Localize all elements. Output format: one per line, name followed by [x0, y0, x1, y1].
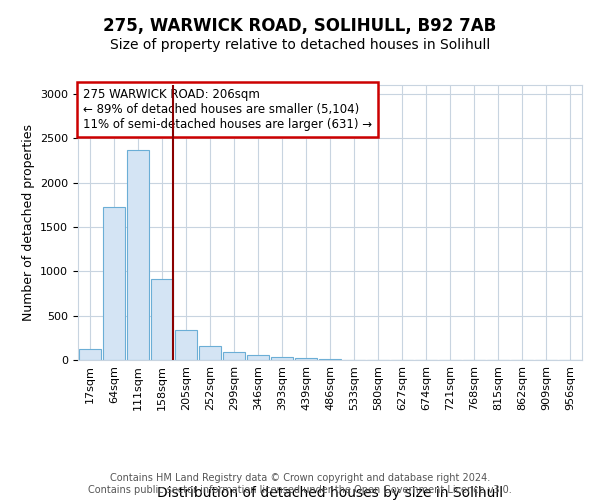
- Bar: [103, 208, 125, 360]
- Bar: [175, 330, 197, 360]
- Bar: [295, 358, 317, 360]
- Bar: [271, 357, 293, 360]
- Y-axis label: Number of detached properties: Number of detached properties: [22, 124, 35, 321]
- X-axis label: Distribution of detached houses by size in Solihull: Distribution of detached houses by size …: [157, 486, 503, 500]
- Bar: [319, 359, 341, 360]
- Bar: [199, 346, 221, 360]
- Bar: [79, 350, 101, 360]
- Bar: [151, 280, 173, 360]
- Bar: [127, 150, 149, 360]
- Bar: [247, 355, 269, 360]
- Bar: [223, 352, 245, 360]
- Text: 275 WARWICK ROAD: 206sqm
← 89% of detached houses are smaller (5,104)
11% of sem: 275 WARWICK ROAD: 206sqm ← 89% of detach…: [83, 88, 372, 130]
- Text: Size of property relative to detached houses in Solihull: Size of property relative to detached ho…: [110, 38, 490, 52]
- Text: Contains HM Land Registry data © Crown copyright and database right 2024.
Contai: Contains HM Land Registry data © Crown c…: [88, 474, 512, 495]
- Text: 275, WARWICK ROAD, SOLIHULL, B92 7AB: 275, WARWICK ROAD, SOLIHULL, B92 7AB: [103, 18, 497, 36]
